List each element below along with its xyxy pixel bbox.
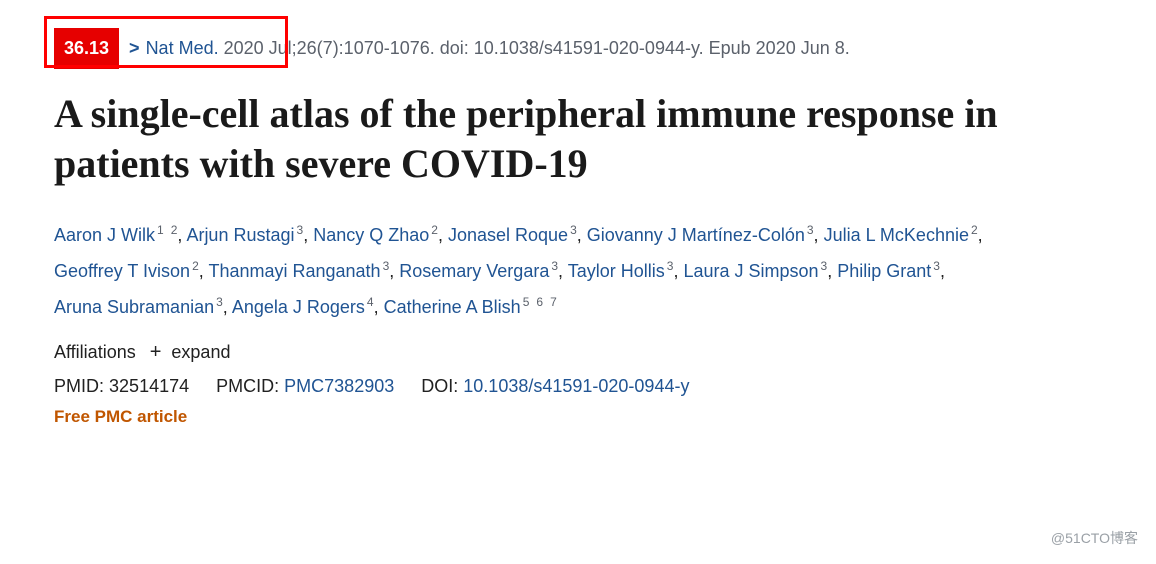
author-separator: ,	[978, 225, 983, 245]
author[interactable]: Philip Grant3	[837, 261, 940, 281]
pmid-segment: PMID: 32514174	[54, 376, 194, 396]
pmcid-label: PMCID:	[216, 376, 279, 396]
doi-segment: DOI: 10.1038/s41591-020-0944-y	[421, 376, 689, 396]
author-separator: ,	[814, 225, 824, 245]
affiliation-superscript[interactable]: 3	[933, 259, 940, 273]
author-list: Aaron J Wilk1 2, Arjun Rustagi3, Nancy Q…	[54, 217, 1102, 325]
author[interactable]: Laura J Simpson3	[683, 261, 827, 281]
pmid-value: 32514174	[109, 376, 189, 396]
pmid-label: PMID:	[54, 376, 104, 396]
chevron-icon: >	[129, 34, 140, 63]
author-separator: ,	[438, 225, 448, 245]
author-separator: ,	[223, 297, 232, 317]
affiliation-superscript[interactable]: 2	[971, 223, 978, 237]
expand-label: expand	[171, 342, 230, 363]
affiliation-superscript[interactable]: 2	[431, 223, 438, 237]
author-separator: ,	[374, 297, 384, 317]
author[interactable]: Angela J Rogers4	[232, 297, 374, 317]
author-separator: ,	[558, 261, 568, 281]
author-name[interactable]: Nancy Q Zhao	[313, 225, 429, 245]
affiliation-superscript[interactable]: 3	[807, 223, 814, 237]
author-name[interactable]: Philip Grant	[837, 261, 931, 281]
author[interactable]: Taylor Hollis3	[568, 261, 674, 281]
author-name[interactable]: Aaron J Wilk	[54, 225, 155, 245]
author-name[interactable]: Arjun Rustagi	[186, 225, 294, 245]
affiliation-superscript[interactable]: 2	[192, 259, 199, 273]
journal-link[interactable]: Nat Med.	[146, 34, 219, 63]
author-name[interactable]: Catherine A Blish	[384, 297, 521, 317]
author[interactable]: Aruna Subramanian3	[54, 297, 223, 317]
author-separator: ,	[673, 261, 683, 281]
pmcid-link[interactable]: PMC7382903	[284, 376, 394, 396]
author-name[interactable]: Aruna Subramanian	[54, 297, 214, 317]
author[interactable]: Julia L McKechnie2	[824, 225, 978, 245]
author-name[interactable]: Rosemary Vergara	[399, 261, 549, 281]
author-name[interactable]: Laura J Simpson	[683, 261, 818, 281]
free-pmc-badge[interactable]: Free PMC article	[54, 407, 1102, 427]
author-name[interactable]: Angela J Rogers	[232, 297, 365, 317]
doi-label: DOI:	[421, 376, 458, 396]
author[interactable]: Rosemary Vergara3	[399, 261, 558, 281]
author[interactable]: Giovanny J Martínez-Colón3	[587, 225, 814, 245]
author-name[interactable]: Geoffrey T Ivison	[54, 261, 190, 281]
affiliation-superscript[interactable]: 4	[367, 295, 374, 309]
plus-icon: +	[150, 341, 162, 364]
affiliation-superscript[interactable]: 3	[216, 295, 223, 309]
author[interactable]: Jonasel Roque3	[448, 225, 577, 245]
citation-line: 36.13 > Nat Med. 2020 Jul;26(7):1070-107…	[54, 28, 1102, 69]
author-separator: ,	[199, 261, 209, 281]
author-name[interactable]: Giovanny J Martínez-Colón	[587, 225, 805, 245]
author[interactable]: Thanmayi Ranganath3	[208, 261, 389, 281]
affiliation-superscript[interactable]: 7	[550, 295, 557, 309]
author-separator: ,	[940, 261, 945, 281]
author-name[interactable]: Thanmayi Ranganath	[208, 261, 380, 281]
author[interactable]: Arjun Rustagi3	[186, 225, 303, 245]
article-title: A single-cell atlas of the peripheral im…	[54, 89, 1054, 189]
author-name[interactable]: Taylor Hollis	[568, 261, 665, 281]
impact-factor-badge: 36.13	[54, 28, 119, 69]
author[interactable]: Nancy Q Zhao2	[313, 225, 438, 245]
author-name[interactable]: Julia L McKechnie	[824, 225, 969, 245]
author[interactable]: Catherine A Blish5 6 7	[384, 297, 557, 317]
author-separator: ,	[827, 261, 837, 281]
citation-details: 2020 Jul;26(7):1070-1076. doi: 10.1038/s…	[224, 34, 850, 63]
author-separator: ,	[577, 225, 587, 245]
affiliations-label: Affiliations	[54, 342, 136, 363]
author-name[interactable]: Jonasel Roque	[448, 225, 568, 245]
author-separator: ,	[389, 261, 399, 281]
pmcid-segment: PMCID: PMC7382903	[216, 376, 399, 396]
doi-link[interactable]: 10.1038/s41591-020-0944-y	[463, 376, 689, 396]
affiliations-toggle[interactable]: Affiliations + expand	[54, 341, 1102, 364]
identifiers-row: PMID: 32514174 PMCID: PMC7382903 DOI: 10…	[54, 376, 1102, 397]
author[interactable]: Geoffrey T Ivison2	[54, 261, 199, 281]
affiliation-superscript[interactable]: 3	[570, 223, 577, 237]
author-separator: ,	[303, 225, 313, 245]
watermark-text: @51CTO博客	[1051, 528, 1138, 548]
author[interactable]: Aaron J Wilk1 2	[54, 225, 177, 245]
affiliation-superscript[interactable]: 1	[157, 223, 164, 237]
